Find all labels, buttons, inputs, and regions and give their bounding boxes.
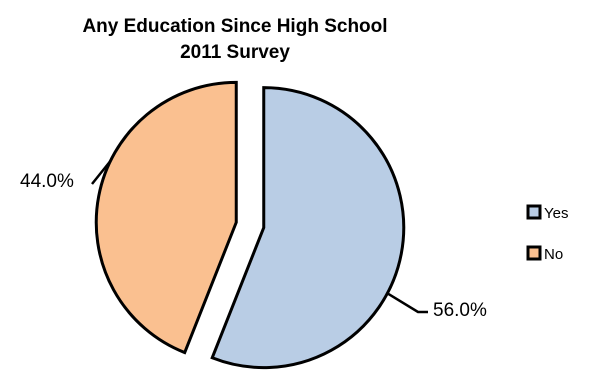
- leader-line-yes: [386, 292, 428, 314]
- legend-swatch-yes: [526, 204, 542, 220]
- data-label-yes: 56.0%: [433, 300, 487, 321]
- legend-label-no: No: [544, 246, 563, 263]
- pie-slice-yes: [210, 86, 406, 370]
- chart-title-line-2: 2011 Survey: [180, 42, 290, 63]
- chart-title-line-1: Any Education Since High School: [82, 16, 387, 37]
- legend-swatch-no: [526, 245, 542, 261]
- data-label-no: 44.0%: [20, 171, 74, 192]
- leader-lines: [91, 160, 428, 314]
- pie-slices: [94, 80, 406, 370]
- data-labels: 56.0% 44.0%: [20, 171, 487, 321]
- pie-slice-no: [94, 80, 238, 355]
- legend: Yes No: [526, 204, 568, 263]
- leader-line-no: [91, 160, 112, 185]
- chart-title: Any Education Since High School 2011 Sur…: [82, 16, 387, 63]
- legend-label-yes: Yes: [544, 205, 568, 222]
